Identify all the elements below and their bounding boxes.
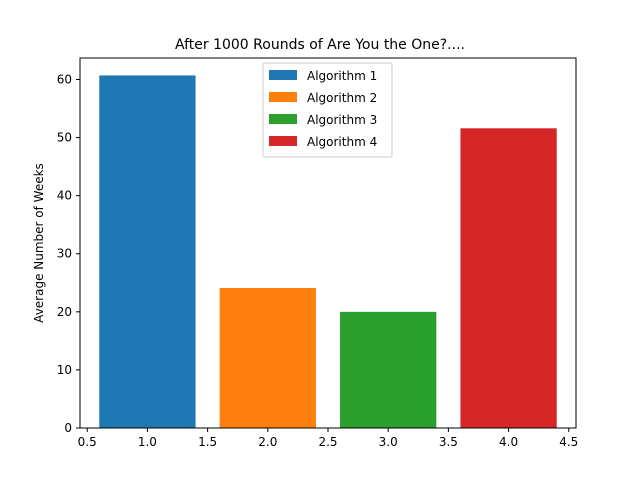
x-tick-label: 3.5 [439, 435, 458, 449]
y-tick-label: 60 [57, 72, 72, 86]
legend-swatch-4 [269, 136, 297, 146]
legend-label-1: Algorithm 1 [307, 69, 377, 83]
chart-title: After 1000 Rounds of Are You the One?...… [175, 37, 465, 53]
x-tick-label: 1.0 [138, 435, 157, 449]
y-tick-label: 50 [57, 131, 72, 145]
x-tick-label: 4.5 [559, 435, 578, 449]
y-tick-label: 40 [57, 189, 72, 203]
legend-label-3: Algorithm 3 [307, 113, 377, 127]
bar-group [99, 75, 557, 429]
bar-algorithm-2 [219, 288, 316, 428]
x-tick-label: 1.5 [198, 435, 217, 449]
y-axis-ticks: 0 10 20 30 40 50 60 [57, 72, 80, 435]
legend-label-4: Algorithm 4 [307, 135, 377, 149]
legend-frame [262, 62, 393, 158]
bar-algorithm-1 [99, 75, 196, 429]
y-tick-label: 30 [57, 247, 72, 261]
x-tick-label: 2.0 [258, 435, 277, 449]
x-tick-label: 0.5 [78, 435, 97, 449]
legend-swatch-1 [269, 70, 297, 80]
legend: Algorithm 1 Algorithm 2 Algorithm 3 Algorit… [262, 62, 393, 158]
bar-algorithm-3 [340, 311, 437, 428]
y-tick-label: 0 [64, 421, 72, 435]
x-axis-ticks: 0.5 1.0 1.5 2.0 2.5 3.0 3.5 4.0 4.5 [78, 428, 578, 449]
x-tick-label: 2.5 [318, 435, 337, 449]
legend-swatch-2 [269, 92, 297, 102]
y-axis-label: Average Number of Weeks [32, 163, 46, 323]
y-tick-label: 20 [57, 305, 72, 319]
x-tick-label: 4.0 [499, 435, 518, 449]
x-tick-label: 3.0 [379, 435, 398, 449]
legend-swatch-3 [269, 114, 297, 124]
y-tick-label: 10 [57, 363, 72, 377]
bar-algorithm-4 [460, 128, 557, 428]
legend-label-2: Algorithm 2 [307, 91, 377, 105]
